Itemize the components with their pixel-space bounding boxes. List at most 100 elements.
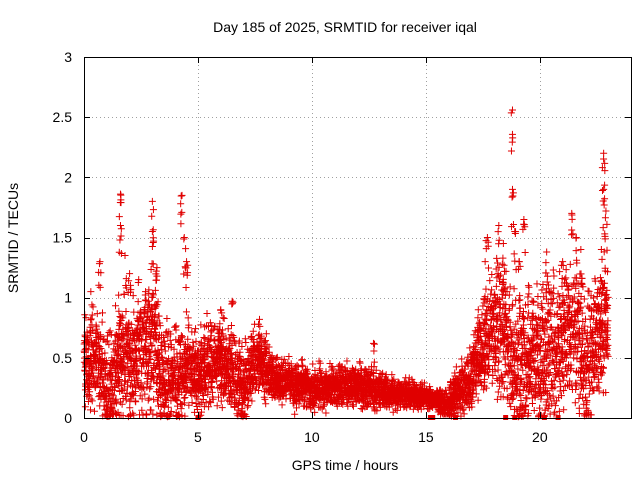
data-point	[117, 357, 125, 365]
data-point	[554, 290, 562, 298]
data-point	[119, 359, 127, 367]
data-point	[182, 308, 190, 316]
data-point	[388, 371, 396, 379]
data-point	[90, 372, 98, 380]
data-point	[551, 402, 559, 410]
data-point	[494, 366, 502, 374]
data-point	[98, 318, 106, 326]
data-point	[562, 274, 570, 282]
data-point	[192, 325, 200, 333]
data-point	[123, 389, 131, 397]
data-point	[81, 403, 89, 411]
data-point	[548, 300, 556, 308]
data-point	[322, 409, 330, 417]
data-point	[93, 325, 101, 333]
data-point	[102, 360, 110, 368]
data-point	[145, 394, 153, 402]
data-point	[86, 406, 94, 414]
data-point	[172, 322, 180, 330]
data-point	[115, 291, 123, 299]
data-point	[102, 356, 110, 364]
data-point	[86, 388, 94, 396]
data-point	[116, 320, 124, 328]
data-point	[493, 254, 501, 262]
data-point	[82, 314, 90, 322]
data-point	[106, 327, 114, 335]
data-point	[224, 325, 232, 333]
data-point	[89, 373, 97, 381]
data-point	[97, 345, 105, 353]
data-point	[519, 308, 527, 316]
data-point	[144, 396, 152, 404]
data-point	[136, 392, 144, 400]
data-point	[309, 360, 317, 368]
data-point	[486, 277, 494, 285]
data-point	[130, 308, 138, 316]
data-point	[111, 346, 119, 354]
data-point	[510, 285, 518, 293]
data-point	[154, 397, 162, 405]
data-point	[99, 309, 107, 317]
data-point	[550, 272, 558, 280]
data-point	[203, 309, 211, 317]
data-point	[103, 403, 111, 411]
data-point	[523, 395, 531, 403]
data-point	[109, 392, 117, 400]
data-point	[474, 314, 482, 322]
data-point	[588, 328, 596, 336]
data-point	[88, 311, 96, 319]
data-point	[500, 300, 508, 308]
data-point	[88, 367, 96, 375]
data-point	[119, 386, 127, 394]
data-point	[100, 376, 108, 384]
data-point	[278, 401, 286, 409]
data-point	[509, 301, 517, 309]
data-point	[101, 349, 109, 357]
data-point	[501, 361, 509, 369]
data-point	[124, 325, 132, 333]
data-point	[452, 363, 460, 371]
data-point	[555, 303, 563, 311]
data-point	[533, 280, 541, 288]
data-point	[515, 339, 523, 347]
data-point	[566, 260, 574, 268]
data-point	[84, 335, 92, 343]
data-point	[339, 400, 347, 408]
data-point	[549, 266, 557, 274]
data-point	[492, 282, 500, 290]
data-point	[206, 319, 214, 327]
data-point	[219, 314, 227, 322]
data-point	[116, 375, 124, 383]
data-point	[556, 378, 564, 386]
data-point	[539, 305, 547, 313]
data-point	[122, 308, 130, 316]
data-point	[522, 344, 530, 352]
data-point	[502, 301, 510, 309]
data-point	[516, 379, 524, 387]
data-point	[476, 318, 484, 326]
data-point	[155, 312, 163, 320]
data-point	[92, 347, 100, 355]
data-point	[474, 396, 482, 404]
data-point	[88, 397, 96, 405]
chart-title: Day 185 of 2025, SRMTID for receiver iqa…	[213, 19, 477, 35]
data-point	[291, 410, 299, 418]
data-point	[118, 400, 126, 408]
data-point	[143, 411, 151, 419]
data-point	[157, 342, 165, 350]
data-point	[571, 399, 579, 407]
data-point	[87, 395, 95, 403]
data-point	[103, 337, 111, 345]
data-point	[90, 407, 98, 415]
data-point	[114, 408, 122, 416]
data-point	[184, 314, 192, 322]
data-point	[498, 260, 506, 268]
data-point	[103, 359, 111, 367]
data-point	[89, 365, 97, 373]
data-point	[115, 307, 123, 315]
data-point	[119, 314, 127, 322]
data-point	[92, 321, 100, 329]
data-point	[101, 367, 109, 375]
data-point	[163, 314, 171, 322]
